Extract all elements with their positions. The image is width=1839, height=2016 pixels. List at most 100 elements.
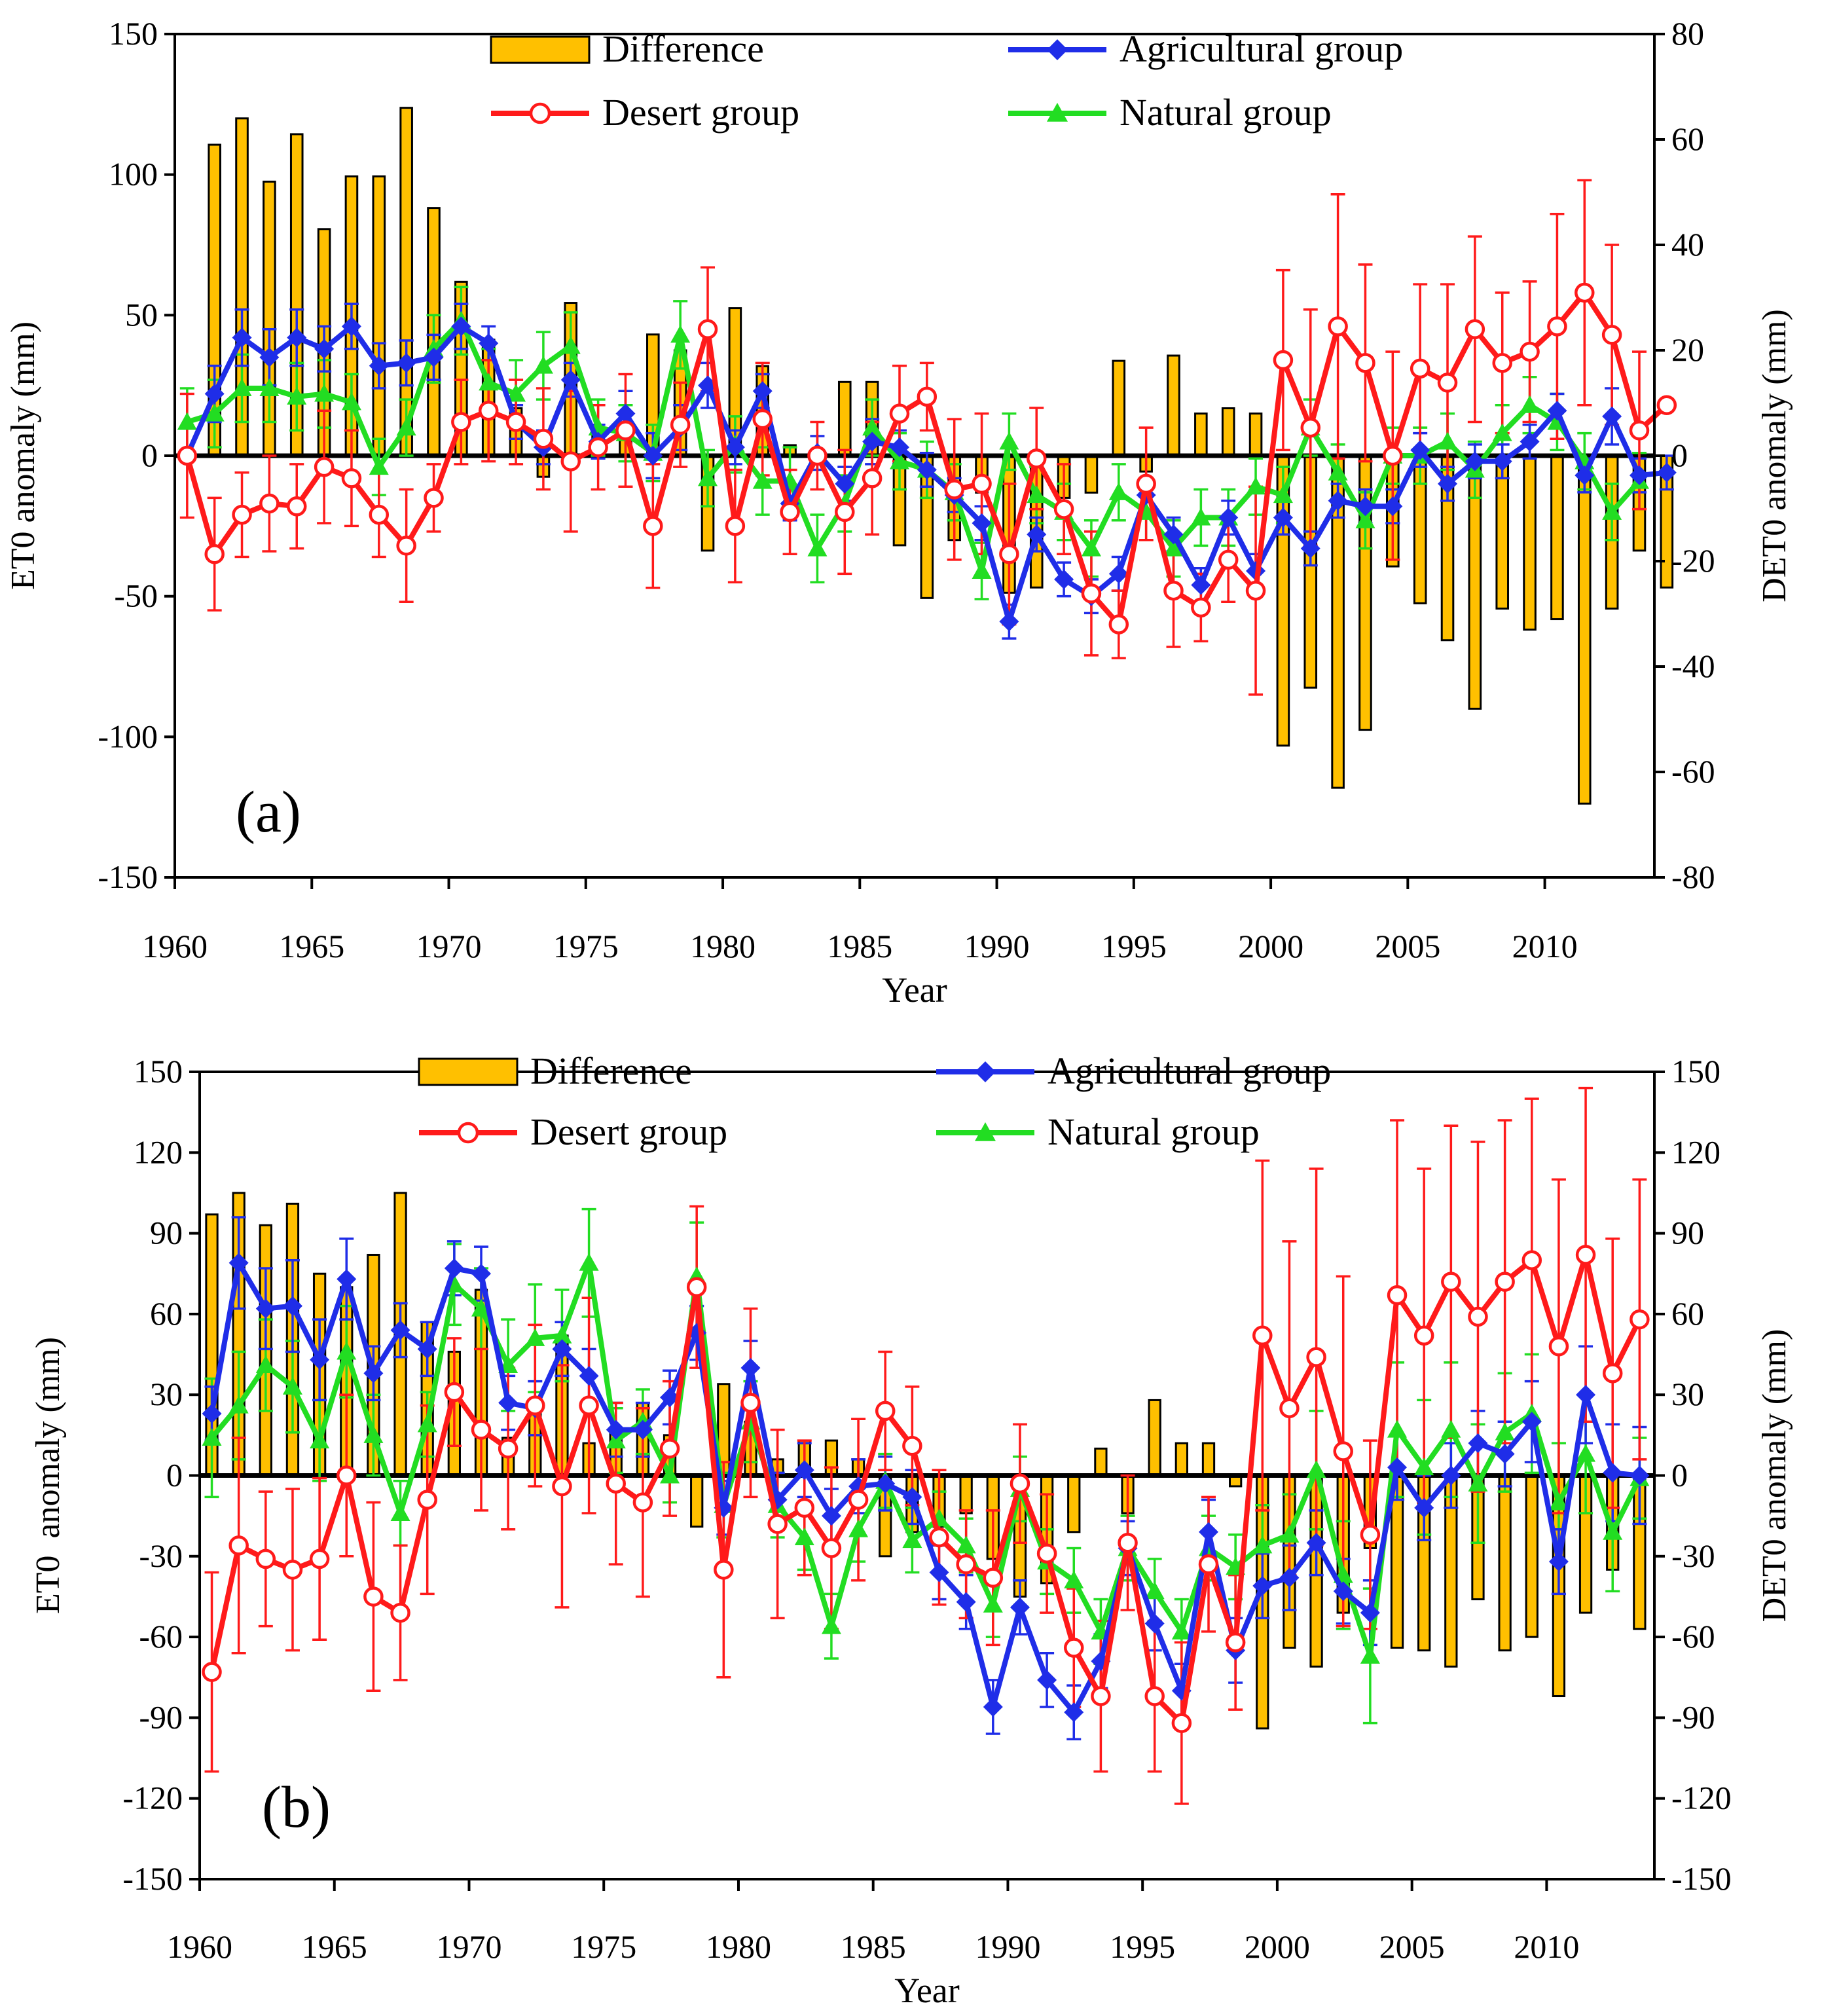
panel-b-natural-point (956, 1535, 976, 1554)
panel-a-legend-agricultural-marker (1047, 39, 1068, 60)
panel-b-natural-point (390, 1503, 410, 1522)
panel-a-desert-point (917, 386, 938, 407)
panel-b-y-left-tick-label: -150 (122, 1860, 183, 1897)
panel-b-difference-bar (1067, 1475, 1081, 1533)
panel-b-desert-point (579, 1395, 599, 1416)
panel-b-desert-point (659, 1439, 680, 1459)
panel-b-chart: -150 -120 -90 -60 -30 0 30 60 90 120 150 -150 -120 -9… (29, 1050, 1793, 2010)
panel-a-agricultural-point (1108, 564, 1129, 584)
panel-a-y-left-tick-label: -100 (98, 718, 158, 754)
panel-b-desert-point (1521, 1250, 1542, 1270)
panel-b-agricultural-point (337, 1269, 357, 1289)
panel-a-y-right-tick-label: -80 (1671, 858, 1715, 895)
panel-a-x-tick-label: 1985 (827, 928, 892, 964)
panel-b-desert-point (1602, 1363, 1623, 1384)
panel-b-legend-natural-marker (975, 1122, 996, 1141)
panel-b-y-left-tick-label: 150 (134, 1053, 183, 1090)
panel-a-natural-point (204, 403, 225, 422)
panel-a-agricultural-point (1547, 401, 1567, 421)
panel-a-desert-point (1108, 614, 1129, 634)
panel-a-agricultural-point (999, 612, 1019, 632)
panel-b-natural-point (1064, 1570, 1084, 1588)
panel-a-x-tick-label: 1990 (964, 928, 1030, 964)
panel-a-agricultural-point (1383, 496, 1403, 517)
panel-b-desert-point (309, 1549, 330, 1569)
panel-a-desert-point (1026, 449, 1047, 469)
panel-a-desert-point (1437, 373, 1458, 393)
panel-b-desert-point (606, 1473, 626, 1494)
panel-a-x-axis-title: Year (882, 970, 947, 1010)
panel-b-y-right-tick-label: 30 (1671, 1376, 1704, 1412)
panel-b-desert-point (1468, 1306, 1488, 1327)
panel-b-agricultural-point (1630, 1465, 1650, 1486)
panel-b-y-left-tick-label: 0 (166, 1457, 183, 1494)
panel-a-desert-point (1218, 549, 1239, 570)
panel-b-y-right-tick-label: -120 (1671, 1780, 1732, 1816)
panel-b-desert-point (1495, 1272, 1515, 1292)
panel-b-y-right-tick-label: 120 (1671, 1133, 1721, 1170)
panel-b-y-left-tick-label: -30 (139, 1537, 183, 1574)
panel-b-desert-point (1387, 1285, 1408, 1306)
panel-b-legend-desert-marker (457, 1122, 479, 1144)
panel-a-difference-bar (1167, 354, 1180, 457)
panel-b-agricultural-point (202, 1403, 222, 1423)
panel-b-agricultural-point (1279, 1567, 1300, 1588)
panel-b-desert-point (282, 1560, 303, 1580)
panel-b-agricultural-point (552, 1339, 572, 1359)
panel-b-agricultural-point (983, 1696, 1003, 1717)
panel-a-agricultural-point (1355, 496, 1375, 517)
panel-a-agricultural-point (752, 381, 773, 401)
panel-b-agricultural-point (632, 1420, 653, 1440)
panel-a-desert-point (1547, 316, 1567, 337)
panel-b-desert-point (1630, 1309, 1650, 1330)
panel-b-agricultural-point (1010, 1597, 1030, 1617)
panel-a-y-left-tick-label: -50 (114, 577, 158, 614)
panel-b-desert-point (714, 1560, 734, 1580)
panel-b-agricultural-series-line (209, 1260, 1640, 1715)
panel-a-desert-point (697, 319, 718, 340)
panel-b-agricultural-point (1521, 1412, 1542, 1432)
panel-a-desert-point (204, 544, 225, 564)
panel-a-difference-bar (1221, 407, 1235, 457)
panel-b-natural-point (1548, 1492, 1569, 1511)
panel-b-desert-point (1306, 1347, 1326, 1367)
panel-b-natural-point (848, 1519, 869, 1537)
panel-a-desert-point (1053, 499, 1074, 519)
panel-a-desert-point (1656, 395, 1677, 415)
panel-b-legend-difference-label: Difference (530, 1050, 692, 1092)
panel-b-natural-point (1603, 1522, 1623, 1540)
panel-a-desert-point (1191, 597, 1211, 618)
panel-a-agricultural-point (479, 333, 499, 354)
panel-b-agricultural-point (606, 1420, 626, 1440)
panel-b-desert-point (902, 1436, 922, 1456)
panel-b-y-left-axis-title: ET0 anomaly (mm) (29, 1337, 67, 1614)
panel-b-natural-point (1414, 1457, 1434, 1476)
panel-b-agricultural-point (390, 1320, 410, 1340)
panel-b-desert-point (956, 1554, 976, 1575)
panel-a-natural-point (999, 431, 1019, 450)
panel-a-agricultural-point (341, 316, 361, 337)
panel-a-desert-point (999, 544, 1019, 564)
panel-a-agricultural-point (1492, 451, 1512, 471)
panel-a-difference-bar (1550, 454, 1564, 621)
panel-b-agricultural-point (444, 1258, 464, 1279)
panel-a-agricultural-point (1575, 466, 1595, 486)
panel-b-panel-label: (b) (262, 1775, 331, 1840)
panel-a-agricultural-point (1438, 473, 1458, 494)
panel-a-y-right-tick-label: -60 (1671, 753, 1715, 790)
panel-a-agricultural-point (972, 513, 992, 534)
panel-a-agricultural-point (1218, 507, 1239, 528)
panel-b-natural-point (983, 1594, 1003, 1613)
panel-b-agricultural-point (929, 1562, 949, 1583)
panel-a-legend-desert-marker (529, 102, 551, 124)
panel-b-natural-point (552, 1325, 572, 1344)
panel-a-agricultural-point (1410, 440, 1430, 460)
panel-a-natural-point (1191, 507, 1211, 526)
panel-b-x-tick-label: 1980 (706, 1928, 771, 1965)
panel-b-y-left-tick-label: -60 (139, 1618, 183, 1655)
panel-a-natural-point (506, 384, 526, 402)
panel-a-difference-bar (1194, 412, 1208, 457)
panel-b-y-left-tick-label: 90 (150, 1215, 183, 1251)
panel-b-x-axis-title: Year (894, 1971, 960, 2010)
panel-a-natural-point (396, 418, 416, 436)
